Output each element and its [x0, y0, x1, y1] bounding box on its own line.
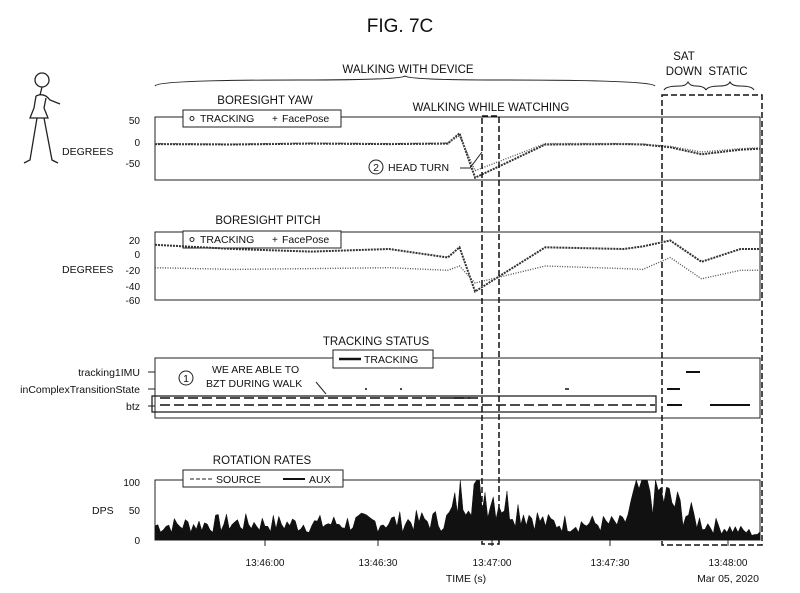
yaw-ylabel: DEGREES: [62, 146, 113, 158]
status-title: TRACKING STATUS: [323, 336, 430, 348]
yaw-legend-tracking-marker: [189, 116, 195, 121]
yaw-ytick-0: 0: [134, 138, 140, 149]
pitch-ytick-0: 0: [134, 250, 140, 261]
status-dots: [365, 388, 569, 399]
pitch-ylabel: DEGREES: [62, 264, 113, 276]
callout-bzt-line1: WE ARE ABLE TO: [212, 364, 299, 376]
highlight-head-turn: [481, 115, 500, 545]
rates-legend-source: SOURCE: [216, 474, 261, 486]
rates-ytick-0: 0: [134, 536, 140, 547]
pitch-legend-box: [182, 230, 342, 249]
rates-legend-box: [182, 469, 344, 488]
pitch-tracking-line: [154, 239, 760, 294]
status-cat-btz: btz: [126, 401, 140, 413]
status-static-bars: [667, 371, 750, 406]
yaw-tracking-line: [154, 131, 761, 180]
xtick-2: 13:46:30: [359, 558, 398, 569]
status-legend-tracking: TRACKING: [364, 354, 418, 366]
figure-title: FIG. 7C: [367, 16, 434, 37]
date-label: Mar 05, 2020: [697, 573, 759, 585]
status-btz-bars: [160, 397, 655, 406]
pitch-title: BORESIGHT PITCH: [215, 215, 320, 227]
xtick-3: 13:47:00: [473, 558, 512, 569]
rates-ytick-50: 50: [129, 506, 141, 517]
yaw-ytick-50: 50: [129, 116, 141, 127]
panel-boresight-pitch: BORESIGHT PITCH DEGREES 20 0 -20 -40 -60…: [62, 215, 761, 307]
yaw-legend-facepose: FacePose: [282, 113, 329, 125]
yaw-legend-facepose-marker: +: [272, 114, 278, 125]
pitch-ytick-20: 20: [129, 236, 141, 247]
status-legend-box: [332, 349, 434, 369]
panel-boresight-yaw: BORESIGHT YAW DEGREES 50 0 -50 TRACKING …: [62, 95, 761, 181]
highlight-sat-static: [661, 94, 763, 546]
x-axis: 13:46:00 13:46:30 13:47:00 13:47:30 13:4…: [246, 540, 759, 585]
pitch-ytick-neg40: -40: [126, 282, 141, 293]
rates-ylabel: DPS: [92, 505, 114, 517]
rates-series-fill: [154, 479, 761, 541]
status-cat-tracking1imu: tracking1IMU: [78, 367, 140, 379]
xtick-4: 13:47:30: [591, 558, 630, 569]
panel-tracking-status: TRACKING STATUS TRACKING tracking1IMU in…: [20, 336, 761, 419]
callout-head-turn-num: 2: [373, 162, 379, 174]
bracket-static-label: STATIC: [708, 66, 747, 78]
bracket-walking-with-device: [154, 75, 656, 87]
pitch-ytick-neg60: -60: [126, 296, 141, 307]
callout-bzt-num: 1: [183, 373, 189, 385]
yaw-legend-box: [182, 109, 342, 128]
yaw-facepose-line: [154, 134, 761, 172]
status-cat-complex: inComplexTransitionState: [20, 384, 140, 396]
callout-head-turn: 2 HEAD TURN: [368, 151, 483, 175]
yaw-title: BORESIGHT YAW: [217, 95, 313, 107]
xtick-1: 13:46:00: [246, 558, 285, 569]
bracket-down-label: DOWN: [666, 66, 702, 78]
x-label: TIME (s): [446, 573, 486, 585]
rates-legend-aux: AUX: [309, 474, 331, 486]
rates-ytick-100: 100: [123, 478, 140, 489]
rates-title: ROTATION RATES: [213, 455, 312, 467]
callout-bzt-line2: BZT DURING WALK: [206, 378, 302, 390]
bracket-sat-label: SAT: [673, 51, 695, 63]
person-walking-icon: [23, 72, 61, 164]
walking-watching-label: WALKING WHILE WATCHING: [413, 102, 570, 114]
pitch-facepose-line: [154, 256, 760, 284]
yaw-legend-tracking: TRACKING: [200, 113, 254, 125]
bracket-sat-down: [663, 80, 755, 91]
status-btz-box: [151, 395, 657, 413]
pitch-legend-facepose: FacePose: [282, 234, 329, 246]
pitch-legend-facepose-marker: +: [272, 235, 278, 246]
bracket-walking-label: WALKING WITH DEVICE: [342, 64, 474, 76]
yaw-ytick-neg50: -50: [126, 159, 141, 170]
callout-bzt: 1 WE ARE ABLE TO BZT DURING WALK: [178, 364, 327, 395]
callout-head-turn-text: HEAD TURN: [388, 162, 449, 174]
pitch-ytick-neg20: -20: [126, 266, 141, 277]
pitch-legend-tracking: TRACKING: [200, 234, 254, 246]
panel-rotation-rates: ROTATION RATES DPS 100 50 0 SOURCE AUX: [92, 455, 761, 547]
xtick-5: 13:48:00: [709, 558, 748, 569]
pitch-legend-tracking-marker: [189, 237, 195, 242]
